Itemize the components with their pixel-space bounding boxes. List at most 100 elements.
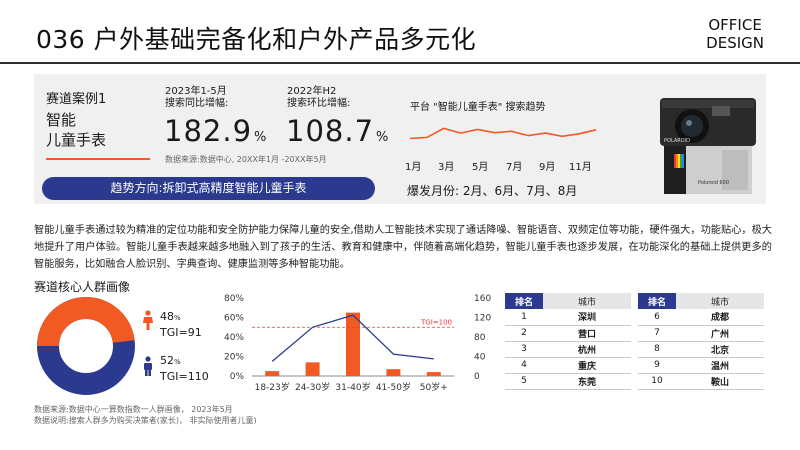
table-row: 2 营口 bbox=[505, 325, 631, 342]
metric2-caption: 搜索环比增幅: bbox=[287, 98, 351, 109]
male-percent: 52% bbox=[160, 354, 181, 367]
x-axis-category-label: 24-30岁 bbox=[295, 381, 330, 393]
right-axis-tick: 120 bbox=[474, 314, 491, 324]
city-cell: 成都 bbox=[676, 309, 764, 326]
female-percent-value: 48 bbox=[160, 310, 174, 323]
trend-month-label: 7月 bbox=[506, 162, 523, 173]
metric1-unit: % bbox=[254, 130, 268, 145]
city-cell: 北京 bbox=[676, 341, 764, 358]
description-paragraph: 智能儿童手表通过较为精准的定位功能和安全防护能力保障儿童的安全,借助人工智能技术… bbox=[34, 225, 772, 270]
trend-month-label: 5月 bbox=[472, 162, 489, 173]
age-bar bbox=[426, 372, 441, 376]
left-axis-tick: 40% bbox=[224, 333, 244, 343]
age-distribution-chart: 0% 20% 40% 60% 80% 0 40 80 120 160 TGI=100 18-23岁 24… bbox=[224, 294, 491, 393]
page-title: 036 户外基础完备化和户外产品多元化 bbox=[36, 25, 477, 54]
table-row: 9 温州 bbox=[638, 357, 764, 374]
metric1-caption: 搜索同比增幅: bbox=[165, 98, 229, 109]
gender-donut-chart bbox=[37, 297, 135, 395]
trend-month-label: 9月 bbox=[539, 162, 556, 173]
metric2-unit: % bbox=[376, 130, 390, 145]
female-percent: 48% bbox=[160, 310, 181, 323]
right-axis-tick: 80 bbox=[474, 333, 486, 343]
female-percent-unit: % bbox=[174, 314, 181, 322]
city-ranking-table-right: 排名 城市 6 成都 7 广州 8 北京 9 温州 10 鞍山 bbox=[638, 293, 764, 390]
camera-brand-text: POLAROID bbox=[664, 138, 690, 144]
city-cell: 营口 bbox=[543, 325, 631, 342]
city-cell: 重庆 bbox=[543, 357, 631, 374]
rank-cell: 10 bbox=[638, 373, 676, 390]
table-row: 10 鞍山 bbox=[638, 373, 764, 390]
right-axis-tick: 0 bbox=[474, 372, 480, 382]
city-cell: 深圳 bbox=[543, 309, 631, 326]
table-row: 1 深圳 bbox=[505, 309, 631, 326]
table-row: 6 成都 bbox=[638, 309, 764, 326]
metric2-label: 2022年H2 搜索环比增幅: bbox=[287, 86, 350, 110]
male-percent-value: 52 bbox=[160, 354, 174, 367]
x-axis-category-label: 50岁+ bbox=[420, 381, 448, 393]
table-row: 5 东莞 bbox=[505, 373, 631, 390]
rank-cell: 7 bbox=[638, 325, 676, 342]
female-segment bbox=[37, 297, 135, 395]
rank-cell: 8 bbox=[638, 341, 676, 358]
trend-title: 平台 "智能儿童手表" 搜索趋势 bbox=[410, 102, 546, 113]
metric2-value: 108.7% bbox=[286, 114, 389, 148]
left-axis-tick: 20% bbox=[224, 353, 244, 363]
brand-logo: OFFICE DESIGN bbox=[706, 16, 764, 52]
left-axis-tick: 80% bbox=[224, 294, 244, 304]
case-title: 智能 儿童手表 bbox=[46, 110, 106, 150]
rank-header: 排名 bbox=[638, 293, 676, 309]
right-axis-tick: 40 bbox=[474, 353, 486, 363]
city-cell: 温州 bbox=[676, 357, 764, 374]
right-axis-tick: 160 bbox=[474, 294, 491, 304]
x-axis-category-label: 41-50岁 bbox=[376, 381, 411, 393]
case-card: 赛道案例1 智能 儿童手表 2023年1-5月 搜索同比增幅: 182.9% 2… bbox=[34, 74, 766, 204]
metric1-value: 182.9% bbox=[164, 114, 267, 148]
brand-line-2: DESIGN bbox=[706, 34, 764, 52]
trend-direction-banner: 趋势方向:拆卸式高精度智能儿童手表 bbox=[42, 177, 375, 200]
peak-months: 爆发月份: 2月、6月、7月、8月 bbox=[407, 184, 578, 198]
x-axis-category-label: 31-40岁 bbox=[335, 381, 370, 393]
age-bar bbox=[386, 369, 401, 376]
city-cell: 广州 bbox=[676, 325, 764, 342]
footer-note-line: 数据说明:搜索人群多为购买决策者(家长)， 非实际使用者儿童) bbox=[34, 416, 257, 425]
female-tgi: TGI=91 bbox=[160, 326, 202, 339]
metric1-label: 2023年1-5月 搜索同比增幅: bbox=[165, 86, 228, 110]
rank-cell: 4 bbox=[505, 357, 543, 374]
trend-month-label: 1月 bbox=[405, 162, 422, 173]
trend-month-label: 11月 bbox=[569, 162, 592, 173]
rank-header: 排名 bbox=[505, 293, 543, 309]
rank-cell: 2 bbox=[505, 325, 543, 342]
camera-product-image: POLAROID Poloroid 600 bbox=[660, 98, 756, 194]
case-accent-line bbox=[46, 158, 150, 160]
male-tgi: TGI=110 bbox=[160, 370, 209, 383]
footer-source: 数据来源:数据中心一算数指数一人群画像， 2023年5月 数据说明:搜索人群多为… bbox=[34, 404, 257, 426]
case-label: 赛道案例1 bbox=[46, 92, 107, 107]
camera-model-text: Poloroid 600 bbox=[698, 180, 729, 186]
header-divider bbox=[0, 62, 800, 64]
city-header: 城市 bbox=[676, 293, 764, 309]
city-cell: 杭州 bbox=[543, 341, 631, 358]
age-bar bbox=[305, 362, 320, 376]
rank-cell: 1 bbox=[505, 309, 543, 326]
case-title-line-2: 儿童手表 bbox=[46, 131, 107, 149]
male-person-icon bbox=[144, 356, 152, 376]
x-axis-category-label: 18-23岁 bbox=[255, 381, 290, 393]
footer-source-line: 数据来源:数据中心一算数指数一人群画像， 2023年5月 bbox=[34, 405, 233, 414]
tgi-line bbox=[271, 314, 434, 362]
metric1-period: 2023年1-5月 bbox=[165, 86, 227, 97]
metric2-number: 108.7 bbox=[286, 114, 375, 148]
brand-line-1: OFFICE bbox=[708, 16, 762, 34]
rank-cell: 6 bbox=[638, 309, 676, 326]
male-percent-unit: % bbox=[174, 358, 181, 366]
table-row: 3 杭州 bbox=[505, 341, 631, 358]
rank-cell: 3 bbox=[505, 341, 543, 358]
hero-source: 数据来源:数据中心, 20XX年1月 -20XX年5月 bbox=[165, 155, 327, 164]
rank-cell: 5 bbox=[505, 373, 543, 390]
city-cell: 鞍山 bbox=[676, 373, 764, 390]
rank-cell: 9 bbox=[638, 357, 676, 374]
city-header: 城市 bbox=[543, 293, 631, 309]
case-title-line-1: 智能 bbox=[46, 111, 77, 129]
female-person-icon bbox=[143, 310, 153, 330]
tgi-reference-label: TGI=100 bbox=[420, 318, 452, 326]
city-cell: 东莞 bbox=[543, 373, 631, 390]
